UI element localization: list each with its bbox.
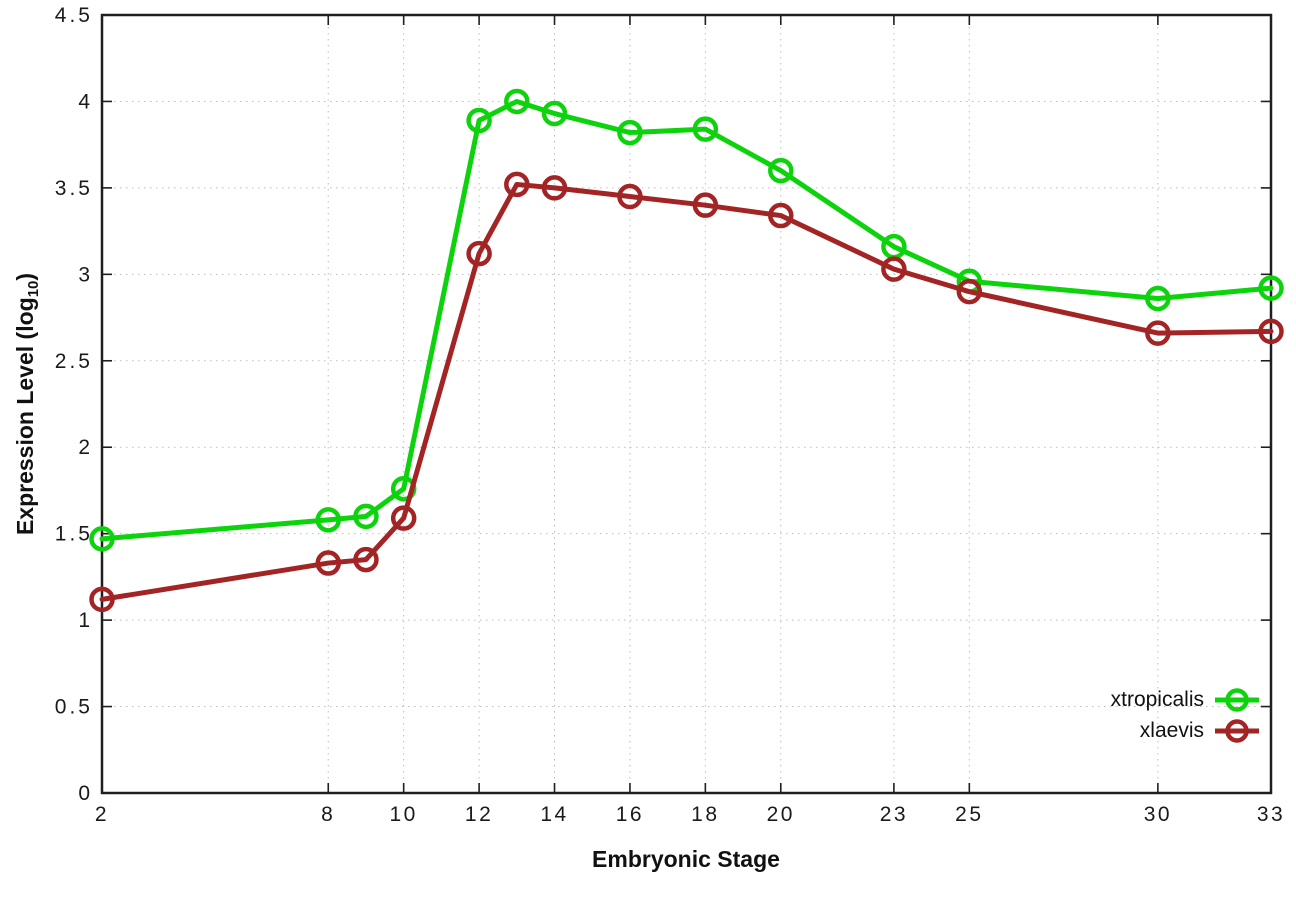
legend-item-xtropicalis: xtropicalis xyxy=(1111,684,1260,715)
y-tick-label: 1 xyxy=(78,609,93,632)
data-point-xtropicalis xyxy=(1258,275,1284,301)
data-point-xtropicalis xyxy=(1145,285,1171,312)
x-tick-label: 12 xyxy=(465,803,493,826)
legend-label-xlaevis: xlaevis xyxy=(1139,718,1204,742)
data-point-xlaevis xyxy=(390,505,417,531)
y-axis-title-text: Expression Level (log xyxy=(12,297,38,536)
data-point-xtropicalis xyxy=(466,107,492,134)
data-point-xlaevis xyxy=(89,586,115,613)
x-tick-label: 18 xyxy=(691,803,719,826)
data-point-xlaevis xyxy=(315,550,342,576)
data-point-xlaevis xyxy=(956,278,983,305)
y-tick-label: 4 xyxy=(78,90,93,113)
y-tick-label: 0 xyxy=(78,782,93,805)
data-point-xtropicalis xyxy=(89,526,115,552)
data-point-xlaevis xyxy=(692,192,719,218)
plot-border xyxy=(100,13,1273,795)
y-tick-label: 2.5 xyxy=(55,350,93,373)
data-point-xlaevis xyxy=(504,171,530,198)
y-axis-title-subscript: 10 xyxy=(25,280,42,298)
y-tick-label: 3.5 xyxy=(55,177,93,200)
x-axis-title: Embryonic Stage xyxy=(592,846,780,872)
legend: xtropicalis xlaevis xyxy=(1111,684,1260,746)
x-tick-label: 20 xyxy=(767,803,795,826)
x-tick-label: 25 xyxy=(955,803,983,826)
data-point-xtropicalis xyxy=(353,503,379,530)
data-point-xlaevis xyxy=(353,546,379,573)
data-point-xlaevis xyxy=(881,256,907,282)
y-tick-label: 4.5 xyxy=(55,4,93,27)
data-point-xtropicalis xyxy=(504,88,530,115)
legend-marker-icon-xlaevis xyxy=(1215,718,1259,743)
legend-item-xlaevis: xlaevis xyxy=(1111,715,1260,746)
legend-marker-icon-xtropicalis xyxy=(1215,687,1259,712)
x-tick-label: 2 xyxy=(95,803,109,826)
x-tick-label: 23 xyxy=(880,803,908,826)
y-tick-label: 3 xyxy=(78,263,93,286)
y-tick-label: 1.5 xyxy=(55,523,93,546)
x-tick-label: 14 xyxy=(540,803,568,826)
x-tick-label: 30 xyxy=(1144,803,1172,826)
series-line-xlaevis xyxy=(99,181,1274,602)
series-line-xtropicalis xyxy=(99,98,1274,542)
y-axis-title-close: ) xyxy=(12,272,38,281)
data-point-xlaevis xyxy=(617,183,643,210)
x-tick-label: 16 xyxy=(616,803,644,826)
legend-label-xtropicalis: xtropicalis xyxy=(1110,687,1204,711)
y-tick-label: 0.5 xyxy=(55,696,93,719)
data-point-xlaevis xyxy=(1258,318,1284,345)
data-point-xtropicalis xyxy=(541,100,568,127)
x-tick-label: 8 xyxy=(321,803,335,826)
data-point-xlaevis xyxy=(768,202,794,229)
data-point-xtropicalis xyxy=(768,157,794,184)
data-point-xlaevis xyxy=(466,240,492,267)
data-point-xlaevis xyxy=(541,175,568,201)
data-point-xtropicalis xyxy=(617,119,643,146)
y-tick-label: 2 xyxy=(78,436,93,459)
y-axis-title: Expression Level (log10) xyxy=(12,273,42,535)
data-point-xtropicalis xyxy=(692,116,719,142)
x-tick-label: 33 xyxy=(1257,803,1285,826)
data-point-xtropicalis xyxy=(315,507,342,533)
x-tick-label: 10 xyxy=(389,803,417,826)
data-point-xlaevis xyxy=(1145,320,1171,346)
